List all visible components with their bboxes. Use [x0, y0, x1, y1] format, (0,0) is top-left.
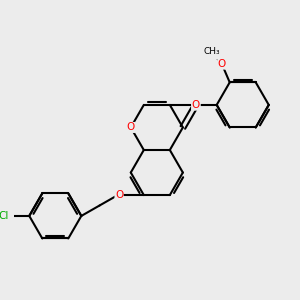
- Text: O: O: [127, 122, 135, 133]
- Text: CH₃: CH₃: [203, 46, 220, 56]
- Text: O: O: [192, 100, 200, 110]
- Text: O: O: [192, 100, 200, 110]
- Text: Cl: Cl: [0, 211, 8, 221]
- Text: O: O: [218, 59, 226, 69]
- Text: O: O: [115, 190, 123, 200]
